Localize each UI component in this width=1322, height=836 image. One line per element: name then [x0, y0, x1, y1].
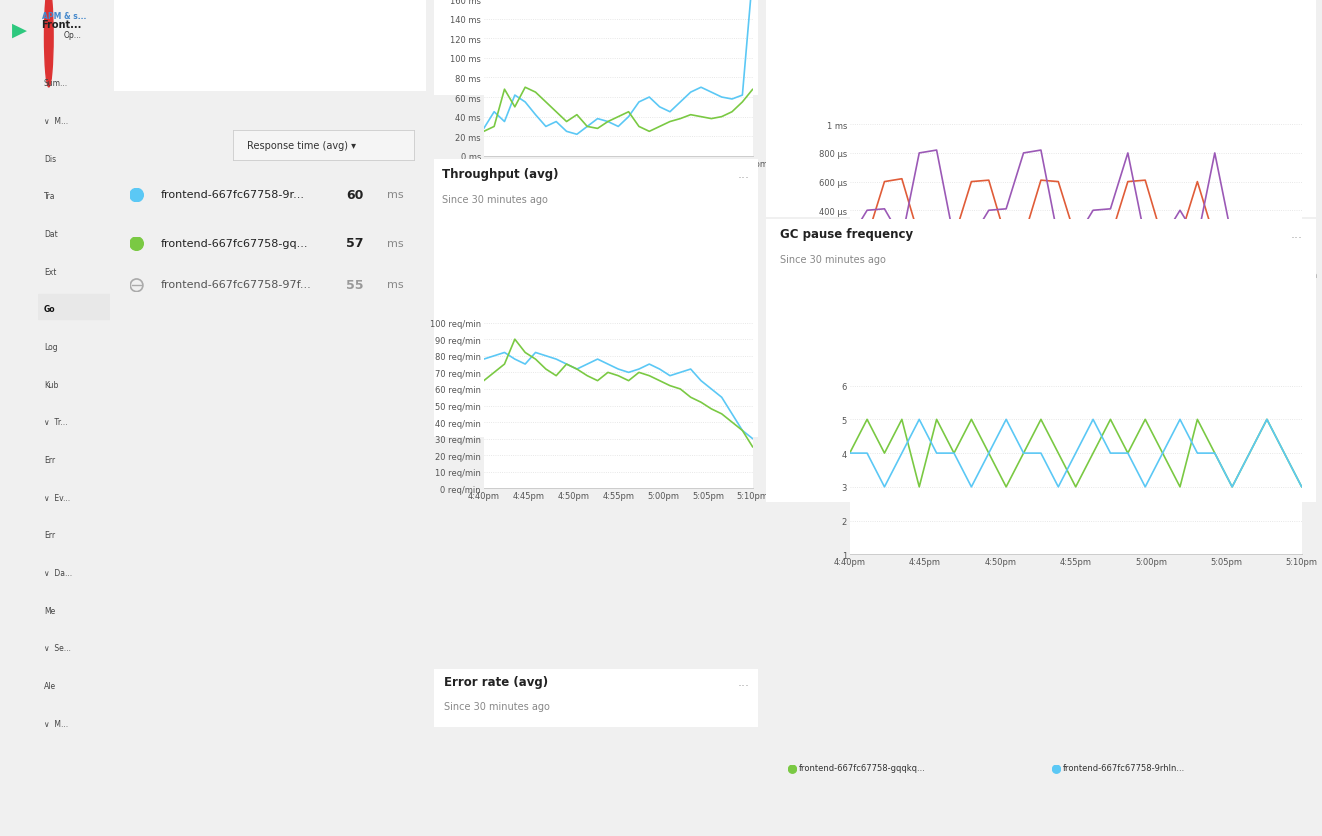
Text: 55: 55 [346, 278, 364, 292]
Text: ∨  Ev...: ∨ Ev... [44, 493, 70, 502]
Text: ms: ms [387, 238, 403, 248]
Text: Err: Err [44, 456, 56, 464]
Text: Response time (avg) ▾: Response time (avg) ▾ [247, 141, 356, 151]
Text: Go: Go [44, 305, 56, 314]
Text: frontend-667fc67758-9r...: frontend-667fc67758-9r... [161, 190, 305, 200]
Circle shape [130, 237, 143, 251]
Text: 57: 57 [346, 237, 364, 250]
Text: Ale: Ale [44, 681, 56, 690]
Text: Tra: Tra [44, 192, 56, 201]
Text: frontend-667fc67758-9rhln: frontend-667fc67758-9rhln [457, 694, 572, 702]
Circle shape [788, 471, 797, 479]
Text: frontend-667fc67758-gqqkq: frontend-667fc67758-gqqkq [793, 191, 907, 200]
Circle shape [1052, 471, 1060, 479]
Circle shape [130, 189, 143, 202]
Text: Sum...: Sum... [44, 79, 67, 88]
Text: Since 30 minutes ago: Since 30 minutes ago [444, 701, 550, 711]
Text: ...: ... [738, 168, 750, 181]
Circle shape [603, 404, 611, 412]
Circle shape [1052, 765, 1060, 773]
Text: APM & s...: APM & s... [41, 12, 86, 21]
Text: frontend-667fc67758-gqqkq...: frontend-667fc67758-gqqkq... [798, 763, 925, 772]
Text: frontend-667fc67758-gq...: frontend-667fc67758-gq... [161, 238, 308, 248]
Text: ∨  M...: ∨ M... [44, 117, 67, 125]
Text: 60: 60 [346, 188, 364, 201]
Text: frontend-667fc67758-9rhln, ...: frontend-667fc67758-9rhln, ... [1063, 446, 1191, 455]
Text: Ext: Ext [44, 268, 56, 276]
Circle shape [603, 696, 611, 704]
Circle shape [1052, 191, 1060, 199]
Text: ms: ms [387, 190, 403, 200]
Text: frontend-667fc67758-gqqkq: frontend-667fc67758-gqqkq [613, 402, 732, 410]
Circle shape [1052, 448, 1060, 456]
Text: Throughput (avg): Throughput (avg) [442, 168, 559, 181]
Text: ∨  Tr...: ∨ Tr... [44, 418, 67, 426]
Text: ...: ... [738, 675, 750, 688]
Text: Me: Me [44, 606, 56, 614]
Text: frontend-667fc67758-9rhln: frontend-667fc67758-9rhln [457, 402, 572, 410]
Text: Kub: Kub [44, 380, 58, 389]
Text: Log: Log [44, 343, 57, 351]
Text: ∨  Se...: ∨ Se... [44, 644, 70, 652]
Text: frontend-667fc67758-9rhln: frontend-667fc67758-9rhln [1063, 191, 1171, 200]
Text: Front...: Front... [41, 20, 82, 30]
Circle shape [783, 191, 791, 199]
Text: frontend-667fc67758-gqqkq: frontend-667fc67758-gqqkq [613, 694, 732, 702]
Circle shape [447, 696, 456, 704]
Text: Op...: Op... [63, 31, 81, 39]
Text: Err: Err [44, 531, 56, 539]
Text: ...: ... [1290, 228, 1302, 242]
Text: 2 VMs selected: 2 VMs selected [135, 34, 324, 54]
Circle shape [447, 404, 456, 412]
Bar [38, 294, 110, 319]
Text: frontend-667fc67758-gqqkq,...: frontend-667fc67758-gqqkq,... [798, 446, 928, 455]
Text: frontend-667fc67758-97f...: frontend-667fc67758-97f... [161, 280, 312, 290]
Text: frontend-667fc67758-9rhln, A...: frontend-667fc67758-9rhln, A... [1063, 469, 1196, 478]
Circle shape [45, 0, 53, 88]
Circle shape [788, 448, 797, 456]
Text: ms: ms [387, 280, 403, 290]
Text: ∨  M...: ∨ M... [44, 719, 67, 727]
Text: GC pause frequency: GC pause frequency [780, 228, 914, 242]
Text: frontend-667fc67758-gqqkq,...: frontend-667fc67758-gqqkq,... [798, 469, 928, 478]
Text: Since 30 minutes ago: Since 30 minutes ago [780, 255, 886, 265]
Text: frontend-667fc67758-9rhln...: frontend-667fc67758-9rhln... [1063, 763, 1186, 772]
Text: ∨  Da...: ∨ Da... [44, 568, 71, 577]
Text: Error rate (avg): Error rate (avg) [444, 675, 547, 688]
Circle shape [788, 765, 797, 773]
Text: Since 30 minutes ago: Since 30 minutes ago [442, 195, 549, 205]
Text: Dat: Dat [44, 230, 58, 238]
Text: ▶: ▶ [12, 21, 26, 40]
Text: Dis: Dis [44, 155, 56, 163]
